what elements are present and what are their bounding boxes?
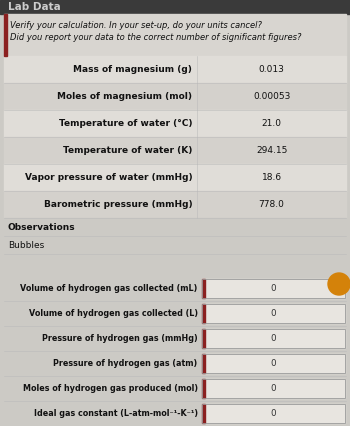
Bar	[4, 276, 346, 301]
Bar	[4, 110, 346, 137]
Text: Verify your calculation. In your set-up, do your units cancel?: Verify your calculation. In your set-up,…	[10, 21, 262, 30]
Text: Pressure of hydrogen gas (atm): Pressure of hydrogen gas (atm)	[54, 359, 198, 368]
Text: Observations: Observations	[8, 222, 76, 231]
Bar	[202, 279, 345, 298]
Text: 0: 0	[271, 359, 276, 368]
Text: 0.013: 0.013	[259, 65, 285, 74]
Text: 294.15: 294.15	[256, 146, 287, 155]
Text: 0: 0	[271, 409, 276, 418]
Bar	[202, 279, 205, 298]
Text: Vapor pressure of water (mmHg): Vapor pressure of water (mmHg)	[25, 173, 192, 182]
Bar	[4, 137, 346, 164]
Bar	[202, 379, 345, 398]
Bar	[202, 354, 345, 373]
Bar	[202, 379, 345, 398]
Text: Moles of hydrogen gas produced (mol): Moles of hydrogen gas produced (mol)	[22, 384, 198, 393]
Text: Ideal gas constant (L-atm-mol⁻¹-K⁻¹): Ideal gas constant (L-atm-mol⁻¹-K⁻¹)	[34, 409, 198, 418]
Bar	[202, 304, 345, 323]
Bar	[4, 14, 346, 56]
Bar	[4, 376, 346, 401]
Text: Mass of magnesium (g): Mass of magnesium (g)	[74, 65, 192, 74]
Text: Volume of hydrogen gas collected (L): Volume of hydrogen gas collected (L)	[28, 309, 198, 318]
Text: Moles of magnesium (mol): Moles of magnesium (mol)	[57, 92, 192, 101]
Text: 0.00053: 0.00053	[253, 92, 290, 101]
Text: Temperature of water (°C): Temperature of water (°C)	[59, 119, 192, 128]
Bar	[4, 191, 346, 218]
Text: Barometric pressure (mmHg): Barometric pressure (mmHg)	[44, 200, 192, 209]
Text: Did you report your data to the correct number of significant figures?: Did you report your data to the correct …	[10, 33, 301, 42]
Bar	[202, 404, 205, 423]
Bar	[202, 304, 205, 323]
Bar	[202, 354, 345, 373]
Text: 0: 0	[271, 284, 276, 293]
Bar	[202, 279, 345, 298]
Bar	[202, 329, 345, 348]
Text: Lab Data: Lab Data	[8, 2, 61, 12]
Bar	[4, 351, 346, 376]
Bar	[202, 379, 205, 398]
Text: 0: 0	[271, 309, 276, 318]
Bar	[202, 304, 345, 323]
Text: Temperature of water (K): Temperature of water (K)	[63, 146, 192, 155]
Bar	[4, 14, 7, 56]
Bar	[202, 404, 345, 423]
Text: Bubbles: Bubbles	[8, 241, 44, 250]
Bar	[4, 401, 346, 426]
Bar	[4, 218, 346, 236]
Text: Volume of hydrogen gas collected (mL): Volume of hydrogen gas collected (mL)	[20, 284, 198, 293]
Bar	[0, 0, 350, 14]
Bar	[202, 329, 205, 348]
Bar	[4, 326, 346, 351]
Bar	[4, 164, 346, 191]
Bar	[4, 236, 346, 254]
Bar	[4, 301, 346, 326]
Circle shape	[328, 273, 350, 295]
Bar	[202, 354, 205, 373]
Bar	[4, 83, 346, 110]
Bar	[202, 329, 345, 348]
Text: Pressure of hydrogen gas (mmHg): Pressure of hydrogen gas (mmHg)	[42, 334, 198, 343]
Bar	[202, 404, 345, 423]
Text: 778.0: 778.0	[259, 200, 285, 209]
Text: 0: 0	[271, 334, 276, 343]
Text: 18.6: 18.6	[261, 173, 282, 182]
Text: 0: 0	[271, 384, 276, 393]
Text: 21.0: 21.0	[261, 119, 282, 128]
Bar	[4, 56, 346, 83]
